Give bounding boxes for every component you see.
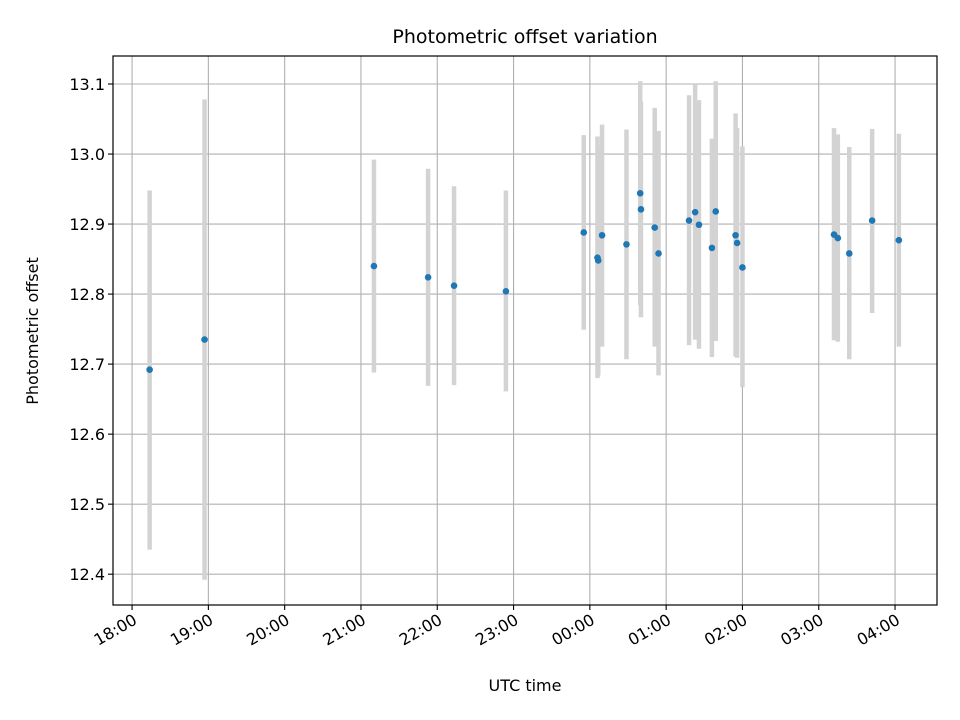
data-point: [651, 224, 659, 231]
data-points: [146, 189, 903, 374]
chart-title: Photometric offset variation: [392, 26, 657, 48]
plot-area-background: [113, 56, 937, 605]
data-point: [739, 264, 746, 271]
data-point: [580, 229, 588, 236]
data-point: [598, 231, 606, 239]
data-point: [733, 239, 741, 247]
data-point: [370, 262, 378, 270]
y-tick-label: 12.4: [69, 565, 105, 584]
data-point: [450, 282, 458, 289]
data-point: [685, 217, 693, 224]
data-point: [695, 221, 703, 229]
data-point: [845, 250, 853, 257]
data-point: [834, 234, 842, 242]
data-point: [712, 208, 720, 215]
data-point: [424, 273, 432, 281]
data-point: [201, 336, 208, 343]
data-point: [708, 244, 716, 252]
data-point: [868, 217, 876, 224]
y-tick-label: 13.0: [69, 145, 105, 164]
data-point: [623, 241, 630, 248]
y-axis-ticks: 12.4 12.5 12.6 12.7 12.8 12.9 13.0 13.1: [69, 75, 113, 584]
data-point: [146, 366, 153, 374]
plot-frame: [112, 55, 938, 606]
data-point: [895, 236, 903, 244]
y-tick-label: 13.1: [69, 75, 105, 94]
data-point: [655, 250, 662, 257]
data-point: [594, 257, 602, 264]
y-tick-label: 12.6: [69, 425, 105, 444]
data-point: [636, 189, 644, 197]
data-point: [637, 206, 645, 213]
y-tick-label: 12.8: [69, 285, 105, 304]
y-axis-label: Photometric offset: [23, 257, 42, 405]
data-point: [732, 231, 739, 239]
y-tick-label: 12.7: [69, 355, 105, 374]
x-axis-label: UTC time: [489, 676, 562, 695]
data-point: [502, 287, 510, 295]
y-tick-label: 12.5: [69, 495, 105, 514]
y-tick-label: 12.9: [69, 215, 105, 234]
data-point: [691, 208, 699, 216]
